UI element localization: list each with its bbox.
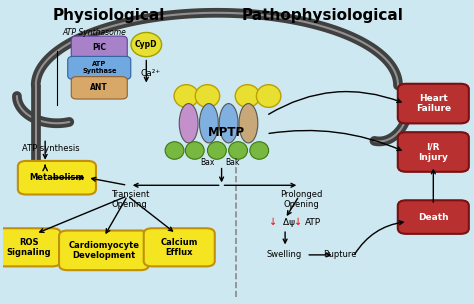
FancyBboxPatch shape	[18, 161, 96, 195]
Text: Rupture: Rupture	[323, 250, 356, 259]
Text: ATP
Synthase: ATP Synthase	[82, 61, 117, 74]
Text: Δψ: Δψ	[283, 218, 298, 227]
Text: ATP: ATP	[305, 218, 321, 227]
Text: Pathophysiological: Pathophysiological	[242, 8, 404, 23]
Text: Cardiomyocyte
Development: Cardiomyocyte Development	[68, 241, 139, 260]
Text: PiC: PiC	[92, 43, 106, 52]
Text: Bax: Bax	[201, 158, 215, 167]
Text: ↓: ↓	[294, 217, 302, 227]
Ellipse shape	[250, 142, 269, 159]
Text: Prolonged
Opening: Prolonged Opening	[281, 190, 323, 209]
Ellipse shape	[219, 104, 238, 143]
Text: ANT: ANT	[91, 83, 108, 92]
Text: Heart
Failure: Heart Failure	[416, 94, 451, 113]
Text: Death: Death	[418, 212, 448, 222]
Text: Swelling: Swelling	[266, 250, 302, 259]
Text: Bak: Bak	[225, 158, 239, 167]
Ellipse shape	[200, 104, 219, 143]
Text: Transient
Opening: Transient Opening	[110, 190, 149, 209]
Ellipse shape	[131, 33, 162, 57]
FancyBboxPatch shape	[68, 56, 131, 79]
FancyBboxPatch shape	[398, 132, 469, 172]
Ellipse shape	[179, 104, 198, 143]
Text: I/R
Injury: I/R Injury	[419, 142, 448, 162]
FancyBboxPatch shape	[144, 228, 215, 266]
FancyBboxPatch shape	[59, 230, 149, 270]
Text: Ca²⁺: Ca²⁺	[141, 69, 161, 78]
Text: ATP synthesis: ATP synthesis	[22, 144, 79, 154]
Ellipse shape	[185, 142, 204, 159]
FancyBboxPatch shape	[0, 228, 61, 266]
Ellipse shape	[195, 85, 220, 107]
FancyBboxPatch shape	[398, 200, 469, 234]
Text: CypD: CypD	[135, 40, 157, 49]
Text: ATP Synthasome: ATP Synthasome	[63, 28, 127, 37]
FancyBboxPatch shape	[398, 84, 469, 123]
Text: Physiological: Physiological	[53, 8, 165, 23]
Ellipse shape	[239, 104, 258, 143]
Ellipse shape	[208, 142, 226, 159]
FancyBboxPatch shape	[71, 36, 127, 59]
Ellipse shape	[228, 142, 247, 159]
Text: ↓: ↓	[269, 217, 277, 227]
Ellipse shape	[256, 85, 281, 107]
Text: Metabolism: Metabolism	[29, 173, 84, 182]
FancyBboxPatch shape	[71, 77, 127, 99]
Ellipse shape	[174, 85, 199, 107]
Ellipse shape	[235, 85, 260, 107]
Ellipse shape	[165, 142, 184, 159]
Text: ROS
Signaling: ROS Signaling	[6, 238, 51, 257]
Text: MPTP: MPTP	[208, 126, 245, 139]
Text: Calcium
Efflux: Calcium Efflux	[161, 238, 198, 257]
